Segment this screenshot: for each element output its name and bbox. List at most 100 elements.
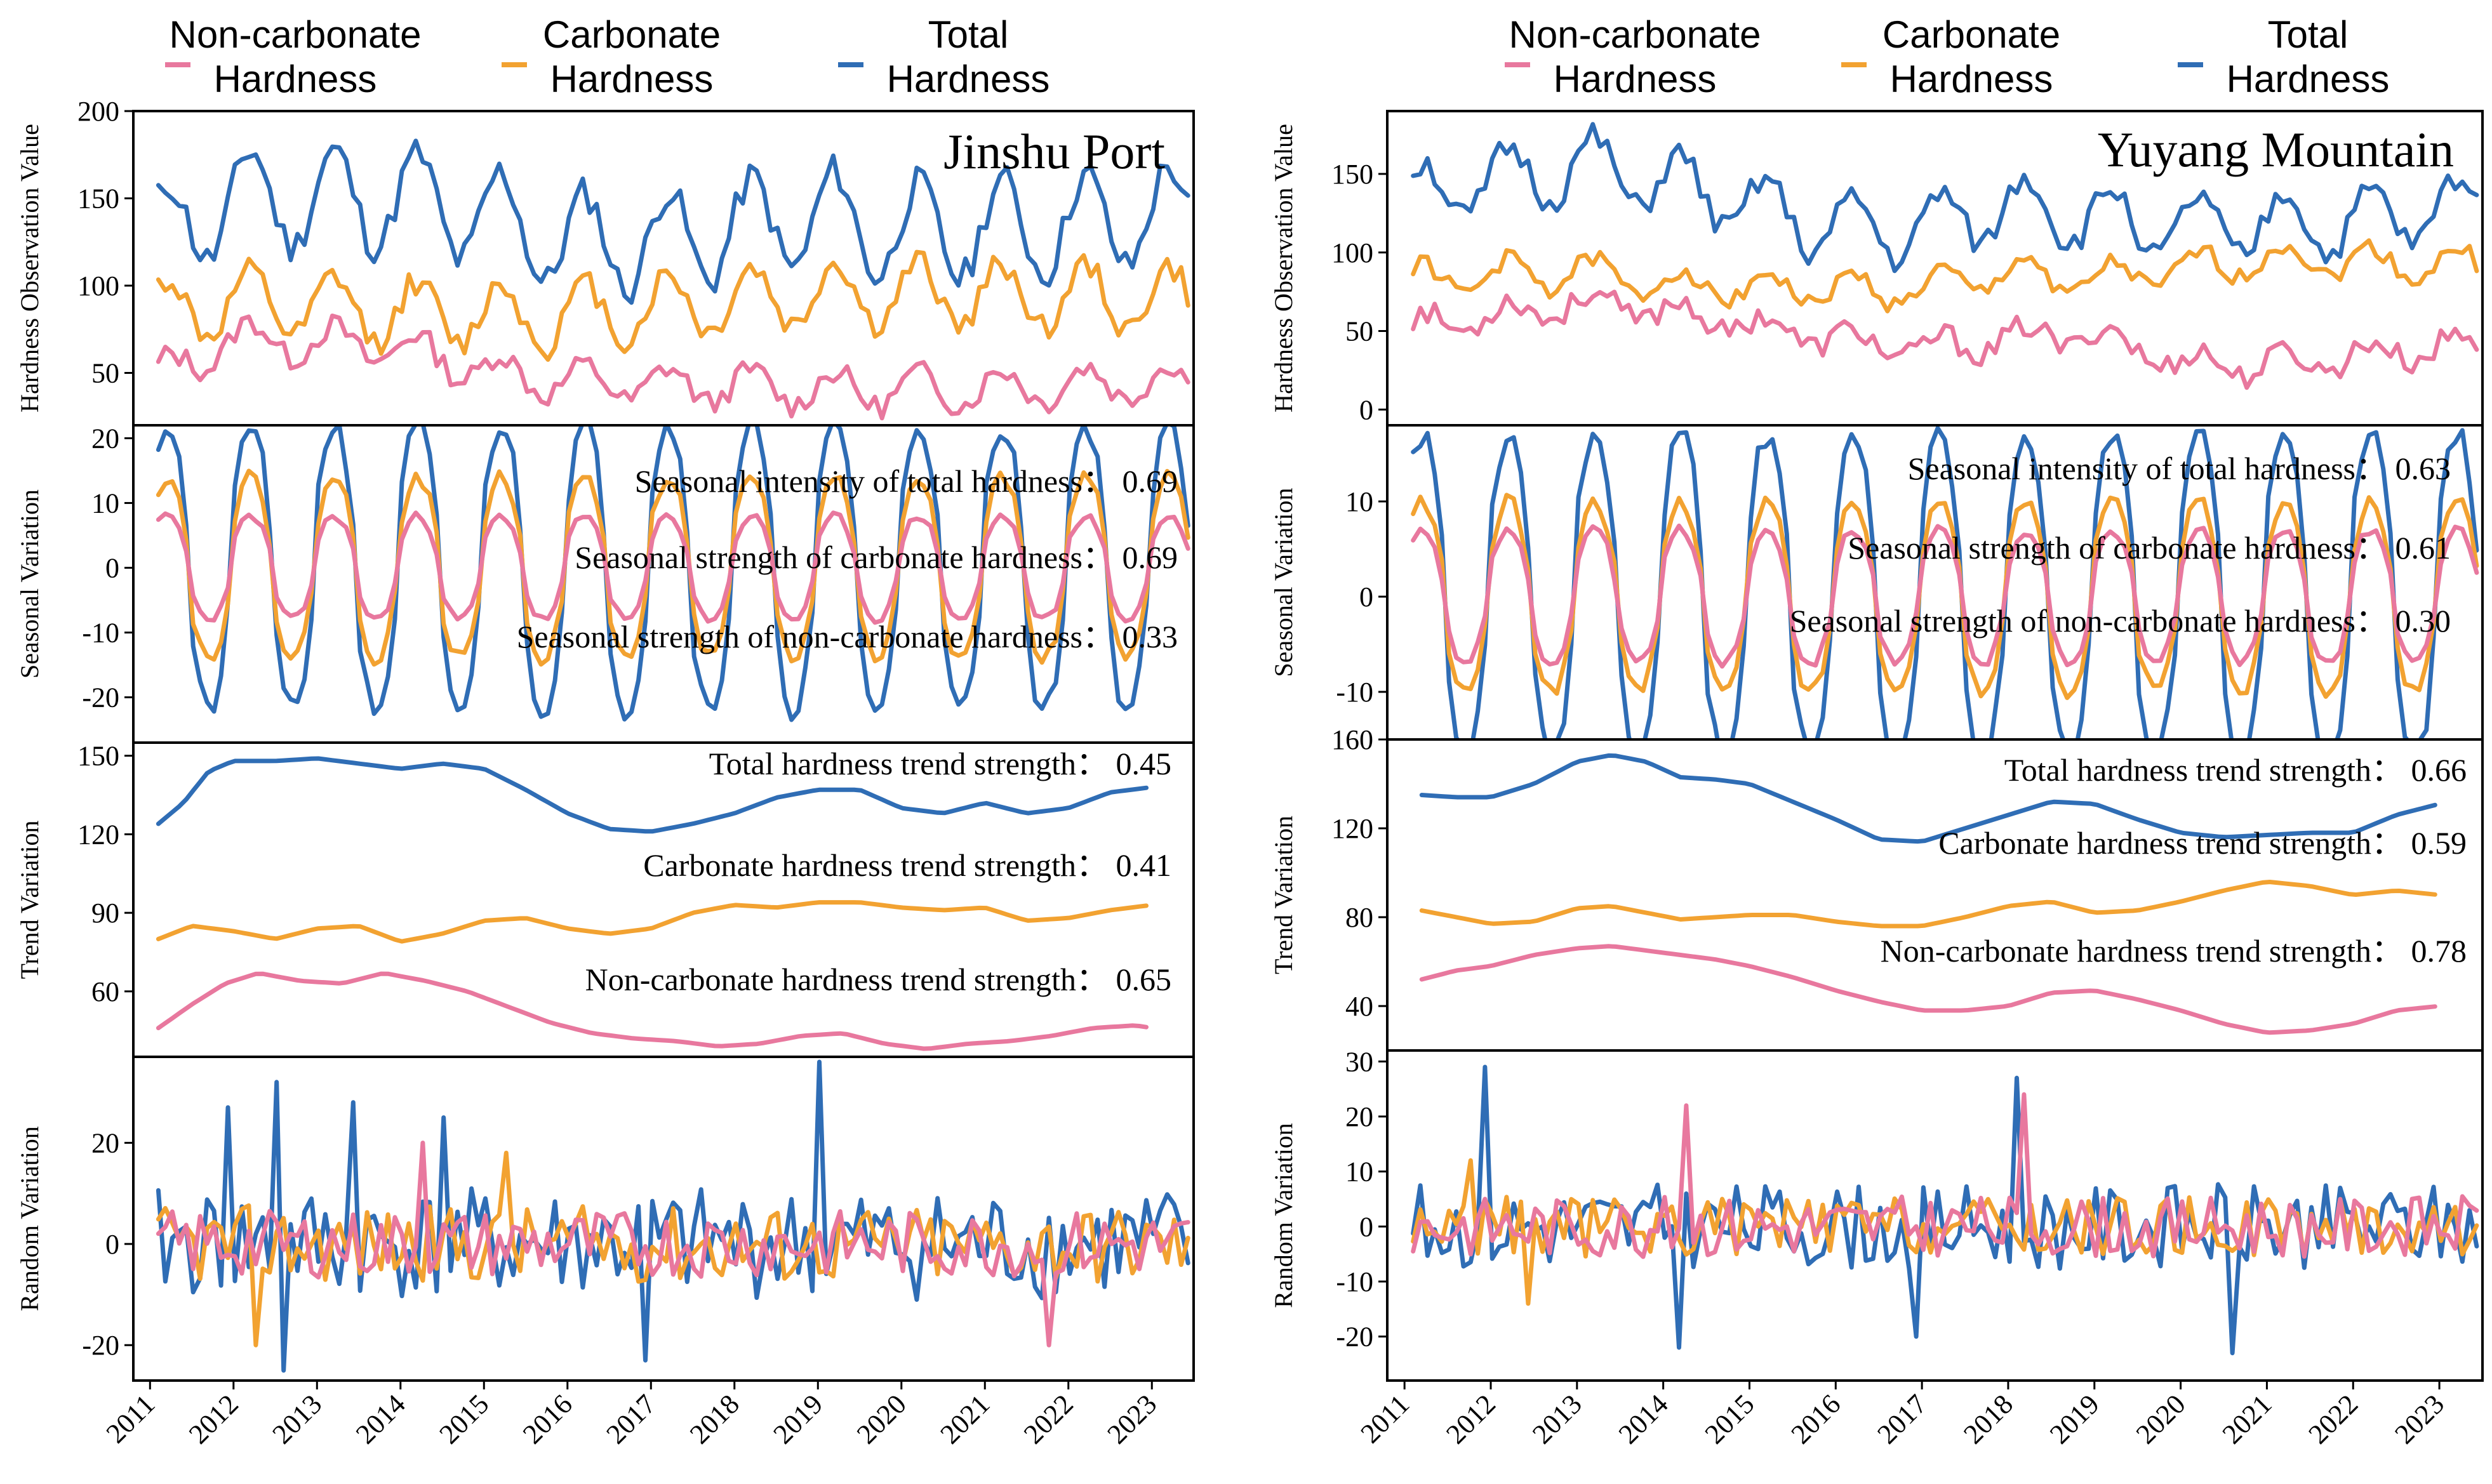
strength-annotation: Seasonal strength of non-carbonate hardn… — [1790, 603, 2451, 639]
x-tick-label: 2022 — [2302, 1388, 2364, 1450]
x-tick-label: 2021 — [2216, 1388, 2278, 1450]
strength-annotation-text: Seasonal intensity of total hardness： 0.… — [635, 463, 1178, 499]
y-tick-label: 50 — [91, 358, 119, 389]
strength-annotation-text: Seasonal strength of non-carbonate hardn… — [517, 619, 1178, 654]
y-tick-label: 120 — [77, 819, 119, 850]
site-title: Jinshu Port — [943, 124, 1165, 179]
strength-value: 0.78 — [2403, 933, 2467, 969]
strength-label: Seasonal intensity of total hardness： — [1908, 451, 2387, 486]
series-line-noncarb — [156, 1141, 1190, 1348]
y-tick-label: 150 — [77, 741, 119, 772]
panel-trend: 40 80 120 160 Trend Variation Total hardness … — [1269, 724, 2484, 1052]
panel-seasonal: -20 -10 0 10 20 Seasonal Variation Seasonal in… — [15, 423, 1195, 744]
strength-label: Non-carbonate hardness trend strength： — [585, 962, 1108, 997]
y-axis-label: Random Variation — [1269, 1123, 1298, 1308]
y-tick-label: 20 — [91, 423, 119, 454]
series-line-noncarb — [156, 971, 1149, 1051]
y-tick-label: 150 — [77, 183, 119, 215]
y-axis-label: Trend Variation — [1269, 816, 1298, 974]
strength-value: 0.30 — [2387, 603, 2451, 639]
legend-label: Carbonate — [543, 13, 721, 56]
legend-label: Hardness — [214, 58, 377, 100]
x-tick-label: 2012 — [1440, 1388, 1502, 1450]
series-line-total — [1411, 122, 2479, 274]
x-tick-label: 2016 — [1785, 1388, 1846, 1450]
series-line-noncarb — [156, 314, 1190, 421]
y-tick-label: 100 — [1331, 237, 1373, 268]
strength-annotation: Total hardness trend strength： 0.66 — [2004, 752, 2467, 788]
strength-value: 0.63 — [2387, 451, 2451, 486]
x-tick-label: 2016 — [517, 1388, 578, 1450]
series-line-carb — [1419, 880, 2437, 929]
y-tick-label: 160 — [1331, 724, 1373, 755]
x-tick-label: 2015 — [433, 1388, 495, 1450]
x-tick-label: 2017 — [1871, 1388, 1933, 1450]
strength-annotation-text: Total hardness trend strength： 0.66 — [2004, 752, 2467, 788]
x-tick-label: 2011 — [100, 1388, 161, 1449]
strength-annotation: Seasonal strength of carbonate hardness：… — [1848, 530, 2451, 566]
y-axis-label: Seasonal Variation — [1269, 487, 1298, 677]
strength-label: Carbonate hardness trend strength： — [1938, 825, 2403, 861]
chart-yuyang-mountain: Non-carbonateHardnessCarbonateHardnessTo… — [1269, 13, 2484, 1450]
strength-annotation-text: Seasonal intensity of total hardness： 0.… — [1908, 451, 2451, 486]
legend-label: Non-carbonate — [1509, 13, 1761, 56]
y-tick-label: 90 — [91, 898, 119, 929]
strength-annotation-text: Non-carbonate hardness trend strength： 0… — [585, 962, 1171, 997]
strength-annotation: Carbonate hardness trend strength： 0.59 — [1938, 825, 2467, 861]
panel-seasonal: -10 0 10 Seasonal Variation Seasonal intensi… — [1269, 424, 2484, 741]
x-tick-label: 2023 — [2389, 1388, 2450, 1450]
series-line-carb — [156, 249, 1190, 362]
x-tick-label: 2014 — [1613, 1388, 1674, 1450]
legend-label: Carbonate — [1882, 13, 2060, 56]
x-tick-label: 2022 — [1018, 1388, 1079, 1450]
y-tick-label: 0 — [105, 552, 119, 583]
legend-label: Hardness — [1890, 58, 2053, 100]
x-tick-label: 2014 — [350, 1388, 411, 1450]
x-tick-label: 2013 — [1526, 1388, 1588, 1450]
series-line-noncarb — [156, 510, 1190, 625]
strength-label: Seasonal strength of carbonate hardness： — [1848, 530, 2387, 566]
series-line-noncarb — [1411, 289, 2479, 390]
strength-annotation: Carbonate hardness trend strength： 0.41 — [643, 847, 1171, 883]
y-axis-label: Hardness Observation Value — [1269, 124, 1298, 413]
strength-annotation-text: Carbonate hardness trend strength： 0.41 — [643, 847, 1171, 883]
y-tick-label: 40 — [1345, 991, 1373, 1022]
strength-annotation: Seasonal intensity of total hardness： 0.… — [635, 463, 1178, 499]
y-tick-label: 50 — [1345, 316, 1373, 347]
y-axis-label: Hardness Observation Value — [15, 124, 44, 413]
legend-label: Hardness — [1554, 58, 1717, 100]
y-tick-label: 0 — [1359, 394, 1373, 425]
series-line-noncarb — [1419, 944, 2437, 1035]
panel-random: -20 0 20 Random Variation 2011 2012 2013 2014 20… — [15, 1056, 1195, 1450]
strength-value: 0.41 — [1108, 847, 1171, 883]
chart-jinshu-port: Non-carbonateHardnessCarbonateHardnessTo… — [15, 13, 1195, 1450]
y-tick-label: 10 — [91, 487, 119, 519]
strength-annotation: Total hardness trend strength： 0.45 — [709, 746, 1171, 781]
strength-value: 0.65 — [1108, 962, 1171, 997]
y-tick-label: 0 — [105, 1229, 119, 1260]
site-title: Yuyang Mountain — [2098, 122, 2454, 177]
y-tick-label: -20 — [82, 682, 119, 713]
x-tick-label: 2019 — [2044, 1388, 2105, 1450]
x-tick-label: 2020 — [2130, 1388, 2192, 1450]
y-tick-label: 20 — [1345, 1101, 1373, 1132]
series-line-total — [156, 138, 1190, 305]
series-line-total — [1411, 1064, 2479, 1356]
series-line-carb — [156, 468, 1190, 667]
panel-trend: 60 90 120 150 Trend Variation Total hardness … — [15, 741, 1195, 1058]
legend-label: Hardness — [887, 58, 1050, 100]
y-tick-label: 0 — [1359, 581, 1373, 613]
series-line-total — [156, 756, 1149, 834]
strength-label: Total hardness trend strength： — [709, 746, 1108, 781]
y-tick-label: 10 — [1345, 1156, 1373, 1188]
y-tick-label: 100 — [77, 270, 119, 301]
series-line-total — [1419, 753, 2437, 844]
panel-frame — [132, 1056, 1195, 1382]
series-line-total — [1411, 426, 2479, 739]
strength-value: 0.33 — [1114, 619, 1178, 654]
